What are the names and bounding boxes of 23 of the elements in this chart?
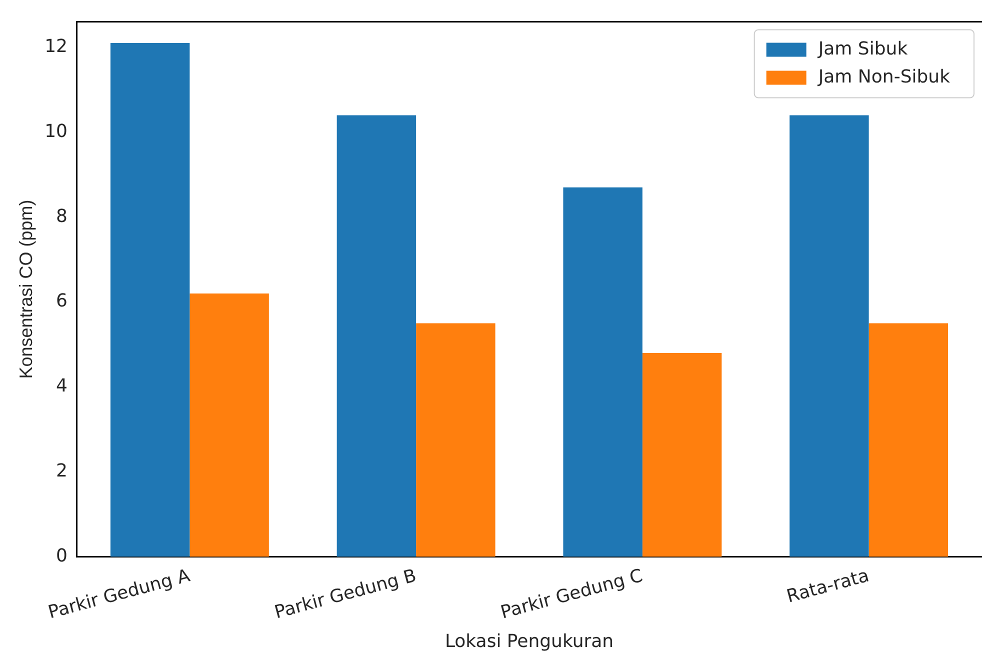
x-tick-label: Parkir Gedung C [498, 565, 645, 624]
x-tick-label: Parkir Gedung A [46, 565, 193, 624]
bar [416, 323, 496, 557]
legend-label: Jam Sibuk [817, 38, 908, 60]
bar [336, 115, 416, 557]
x-tick-label: Parkir Gedung B [272, 565, 419, 624]
y-tick-label: 4 [56, 376, 68, 397]
y-tick-label: 6 [56, 290, 68, 312]
y-tick-label: 2 [56, 460, 68, 482]
x-tick-label: Rata-rata [784, 565, 872, 608]
x-axis-title: Lokasi Pengukuran [444, 630, 614, 652]
bar [110, 43, 190, 557]
y-axis-title: Konsentrasi CO (ppm) [16, 200, 36, 379]
y-tick-label: 8 [56, 206, 68, 227]
legend-label: Jam Non-Sibuk [817, 66, 951, 88]
y-tick-label: 12 [44, 36, 68, 57]
bar [563, 187, 642, 557]
bar [642, 352, 722, 557]
bar [790, 115, 869, 557]
bar [868, 323, 948, 557]
y-tick-label: 0 [56, 545, 68, 566]
y-tick-label: 10 [44, 120, 68, 142]
bar [190, 294, 269, 557]
